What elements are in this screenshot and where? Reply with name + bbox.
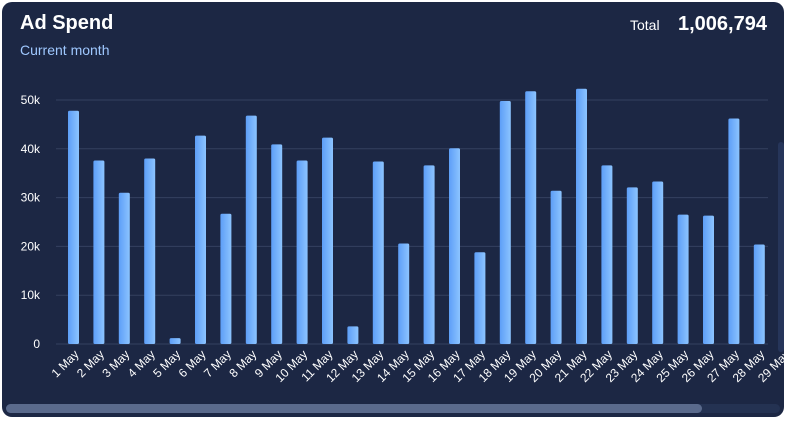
y-tick-label: 30k (21, 191, 41, 205)
vertical-scrollbar[interactable] (778, 142, 784, 352)
chart-title: Ad Spend (20, 12, 114, 34)
bar-6-may[interactable] (195, 135, 206, 344)
bar-17-may[interactable] (474, 252, 486, 344)
bar-28-may[interactable] (753, 244, 765, 344)
y-tick-label: 50k (21, 93, 41, 107)
x-tick-label: 6 May (176, 347, 209, 380)
x-tick-label: 5 May (150, 347, 183, 380)
bar-23-may[interactable] (626, 187, 638, 344)
total-value: 1,006,794 (678, 13, 767, 35)
ad-spend-card: Ad Spend Current month Total 1,006,794 0… (2, 2, 784, 417)
bar-27-may[interactable] (728, 118, 740, 344)
bar-9-may[interactable] (271, 144, 283, 344)
x-tick-label: 7 May (201, 347, 234, 380)
bar-7-may[interactable] (220, 213, 232, 344)
x-tick-label: 8 May (226, 347, 259, 380)
bar-12-may[interactable] (347, 326, 359, 344)
bar-26-may[interactable] (703, 215, 714, 344)
chart-subtitle: Current month (20, 42, 110, 58)
bar-14-may[interactable] (398, 243, 410, 344)
bar-21-may[interactable] (576, 88, 587, 344)
x-tick-label: 3 May (99, 347, 132, 380)
bar-22-may[interactable] (601, 165, 613, 344)
x-tick-label: 2 May (74, 347, 107, 380)
y-tick-label: 40k (21, 142, 41, 156)
bar-2-may[interactable] (93, 160, 105, 344)
bar-25-may[interactable] (677, 214, 689, 344)
horizontal-scrollbar-thumb[interactable] (6, 404, 702, 413)
x-tick-label: 1 May (49, 347, 82, 380)
bar-5-may[interactable] (169, 338, 181, 344)
bar-15-may[interactable] (423, 165, 435, 344)
bar-8-may[interactable] (245, 115, 257, 344)
bar-3-may[interactable] (118, 192, 130, 344)
bar-16-may[interactable] (449, 148, 460, 344)
bar-10-may[interactable] (296, 160, 308, 344)
total-label: Total (630, 17, 660, 33)
bar-19-may[interactable] (525, 91, 537, 344)
x-tick-label: 4 May (125, 347, 158, 380)
bar-20-may[interactable] (550, 190, 562, 344)
bar-24-may[interactable] (652, 181, 664, 344)
bar-11-may[interactable] (322, 137, 333, 344)
y-tick-label: 0 (33, 337, 40, 351)
bar-18-may[interactable] (499, 100, 511, 344)
bar-13-may[interactable] (372, 161, 384, 344)
y-tick-label: 10k (21, 288, 41, 302)
y-tick-label: 20k (21, 239, 41, 253)
bar-1-may[interactable] (68, 110, 79, 345)
bar-4-may[interactable] (144, 158, 156, 344)
